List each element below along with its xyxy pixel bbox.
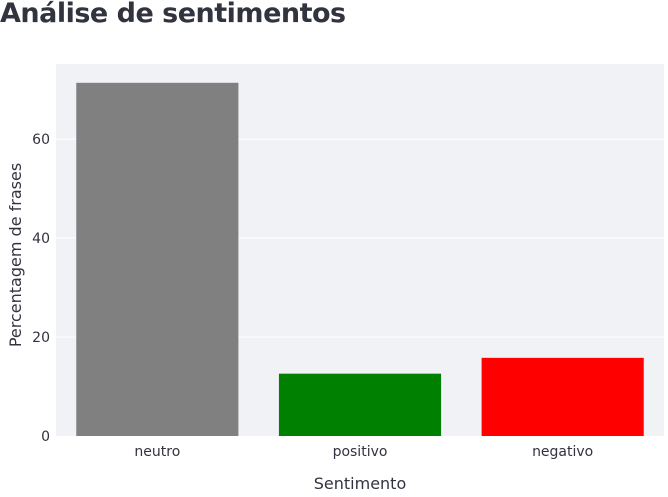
y-tick-label: 40: [32, 231, 50, 247]
bar-negativo[interactable]: [481, 357, 644, 436]
x-axis-title: Sentimento: [314, 474, 407, 493]
x-axis-ticks: neutro positivo negativo: [134, 444, 593, 460]
bar-neutro[interactable]: [76, 82, 239, 436]
x-tick-label-negativo: negativo: [532, 444, 593, 460]
page-title: Análise de sentimentos: [0, 0, 346, 29]
x-tick-label-positivo: positivo: [333, 444, 388, 460]
bars-group: [76, 82, 644, 436]
y-tick-label: 0: [41, 429, 50, 445]
y-tick-label: 60: [32, 132, 50, 148]
bar-positivo[interactable]: [278, 373, 442, 436]
y-axis-title: Percentagem de frases: [6, 163, 25, 347]
y-tick-label: 20: [32, 330, 50, 346]
y-axis-ticks: 0 20 40 60: [32, 132, 50, 445]
x-tick-label-neutro: neutro: [134, 444, 180, 460]
